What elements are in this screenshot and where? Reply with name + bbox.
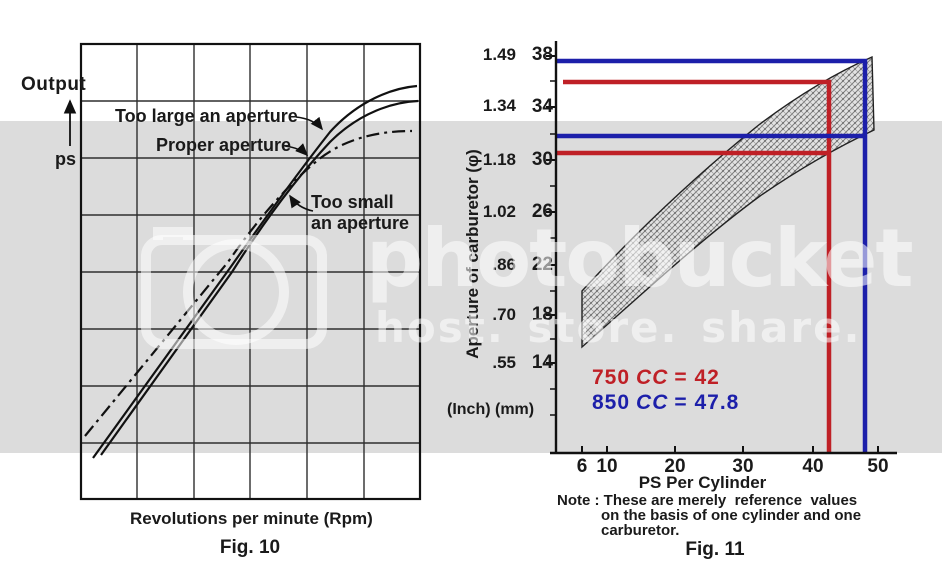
y-tick-mm-18: 18 xyxy=(531,304,553,325)
y-tick-mm-14: 14 xyxy=(531,352,553,373)
y-tick-mm-30: 30 xyxy=(531,149,553,170)
fig11-note-line3: carburetor. xyxy=(601,522,680,539)
watermark-brand-text: photobucket xyxy=(366,212,914,305)
fig11-x-axis-label: PS Per Cylinder xyxy=(638,473,767,492)
fig11-chart xyxy=(546,41,897,455)
curve-too-large-aperture xyxy=(92,84,418,459)
annotation-750cc: 750 CC = 42 xyxy=(592,366,720,390)
fig10-plot-border xyxy=(79,42,422,501)
fig10-y-axis-unit: ps xyxy=(55,149,77,169)
y-tick-inch-.70: .70 xyxy=(492,305,516,324)
ref-lines-750cc xyxy=(556,79,832,453)
x-tick-6: 6 xyxy=(576,456,588,477)
fig10-y-axis-title: Output xyxy=(21,74,87,95)
label-too-small-aperture-line2: an aperture xyxy=(311,213,410,233)
annotation-750cc-value: = 42 xyxy=(674,366,720,389)
fig11-axes xyxy=(546,41,897,455)
y-tick-inch-1.02: 1.02 xyxy=(482,202,516,221)
ref-lines-850cc xyxy=(556,58,868,453)
annotation-850cc: 850 CC = 47.8 xyxy=(592,391,739,415)
y-tick-mm-34: 34 xyxy=(531,96,553,117)
y-tick-mm-22: 22 xyxy=(531,254,553,275)
too-large-arrow xyxy=(295,116,324,131)
y-tick-inch-1.18: 1.18 xyxy=(482,150,516,169)
x-tick-10: 10 xyxy=(596,456,618,477)
annotation-750cc-num: 750 xyxy=(592,366,631,389)
fig10-x-axis-label: Revolutions per minute (Rpm) xyxy=(130,509,373,528)
fig11-caption: Fig. 11 xyxy=(685,539,745,560)
proper-arrow xyxy=(284,143,309,157)
fig11-note-line1: Note : These are merely reference values xyxy=(557,492,858,509)
y-tick-inch-1.34: 1.34 xyxy=(482,96,516,115)
annotation-750cc-cc: CC xyxy=(636,366,669,389)
y-tick-inch-.55: .55 xyxy=(492,353,516,372)
fig10-chart xyxy=(63,42,422,501)
aperture-band xyxy=(581,55,875,349)
curve-too-small-aperture xyxy=(84,129,413,437)
y-tick-mm-38: 38 xyxy=(531,44,553,65)
fig11-note-line2: on the basis of one cylinder and one xyxy=(601,507,862,524)
x-tick-40: 40 xyxy=(802,456,824,477)
watermark-tagline-text: host. store. share. xyxy=(375,303,862,352)
label-too-large-aperture: Too large an aperture xyxy=(115,106,298,126)
x-tick-20: 20 xyxy=(664,456,686,477)
fig11-unit-labels: (Inch) (mm) xyxy=(447,401,535,418)
label-too-small-aperture-line1: Too small xyxy=(311,192,394,212)
fig10-caption: Fig. 10 xyxy=(219,537,281,558)
x-tick-30: 30 xyxy=(732,456,754,477)
annotation-850cc-cc: CC xyxy=(636,391,669,414)
too-small-arrow xyxy=(289,194,314,212)
x-tick-50: 50 xyxy=(867,456,889,477)
annotation-850cc-value: = 47.8 xyxy=(674,391,740,414)
y-tick-inch-1.49: 1.49 xyxy=(482,45,516,64)
y-tick-mm-26: 26 xyxy=(531,201,553,222)
annotation-850cc-num: 850 xyxy=(592,391,631,414)
y-tick-inch-.86: .86 xyxy=(492,255,516,274)
label-proper-aperture: Proper aperture xyxy=(156,135,292,155)
